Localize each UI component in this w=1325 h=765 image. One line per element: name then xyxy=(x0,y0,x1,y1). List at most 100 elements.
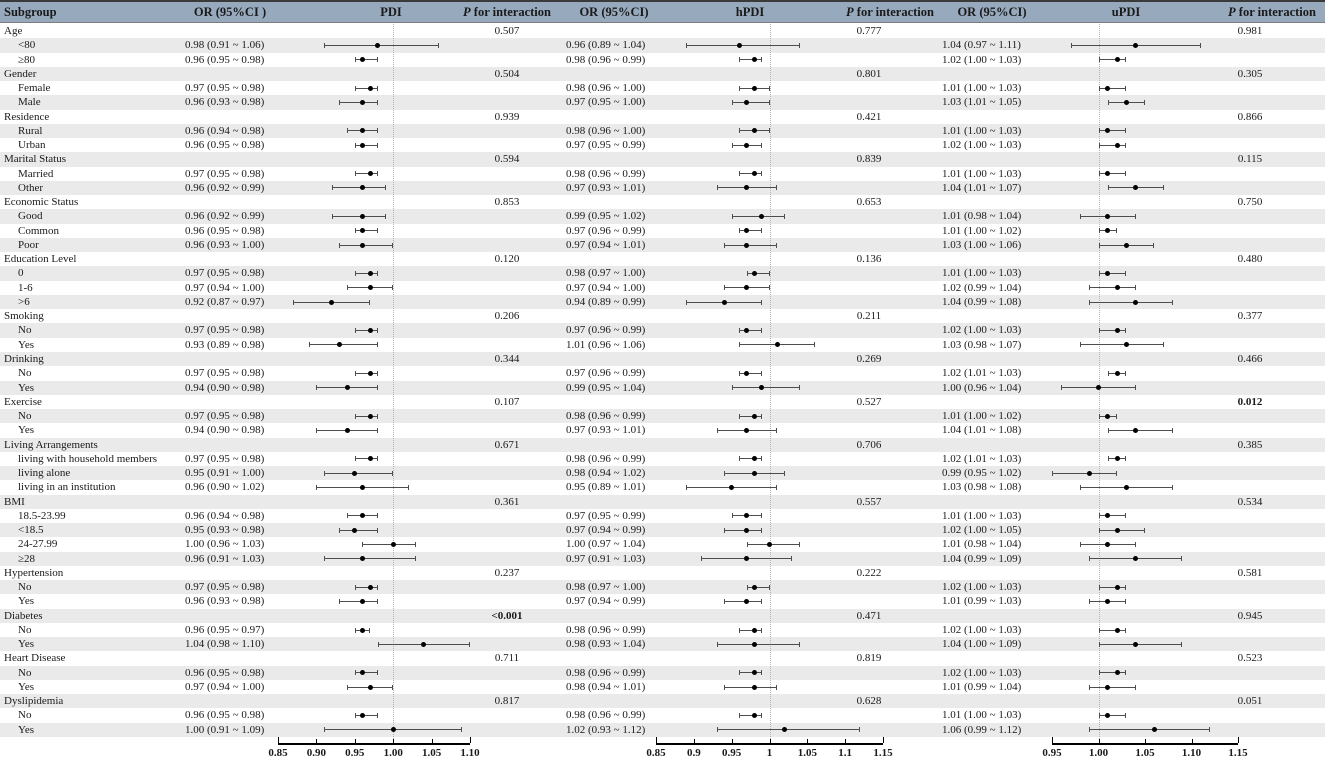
ci-cap xyxy=(316,484,318,490)
ci-cap xyxy=(1171,299,1173,305)
point-estimate-dot xyxy=(359,57,365,63)
p-interaction-value: 0.557 xyxy=(856,495,882,508)
ci-cap xyxy=(1125,171,1127,177)
ci-line xyxy=(354,144,378,146)
ci-cap xyxy=(1079,342,1081,348)
p-interaction-value: 0.051 xyxy=(1237,695,1263,708)
point-estimate-dot xyxy=(1105,85,1111,91)
ci-line xyxy=(1098,130,1127,132)
point-estimate-dot xyxy=(359,484,365,490)
ci-cap xyxy=(731,99,733,105)
point-estimate-dot xyxy=(359,99,365,105)
ci-cap xyxy=(1116,470,1118,476)
axis-tick xyxy=(1191,739,1193,743)
ci-line xyxy=(731,387,800,389)
p-interaction-value: 0.534 xyxy=(1237,495,1263,508)
or-ci-value: 1.01 (0.99 ~ 1.03) xyxy=(942,595,1022,608)
or-ci-value: 0.97 (0.95 ~ 0.99) xyxy=(566,139,646,152)
point-estimate-dot xyxy=(1123,242,1129,248)
or-ci-value: 1.00 (0.91 ~ 1.09) xyxy=(185,723,265,736)
subgroup-item-label: Yes xyxy=(18,680,35,693)
point-estimate-dot xyxy=(729,484,735,490)
or-ci-value: 1.02 (1.00 ~ 1.03) xyxy=(942,139,1022,152)
or-ci-value: 1.00 (0.96 ~ 1.04) xyxy=(942,381,1022,394)
or-ci-value: 1.04 (1.01 ~ 1.08) xyxy=(942,424,1022,437)
subgroup-item-label: <18.5 xyxy=(18,524,44,537)
or-ci-value: 0.98 (0.96 ~ 1.00) xyxy=(566,82,646,95)
ci-cap xyxy=(392,684,394,690)
row-stripe xyxy=(0,95,1325,110)
ci-line xyxy=(1098,273,1127,275)
or-ci-value: 0.96 (0.93 ~ 0.98) xyxy=(185,96,265,109)
ci-cap xyxy=(1107,370,1109,376)
ci-cap xyxy=(461,727,463,733)
ci-cap xyxy=(760,142,762,148)
or-ci-value: 0.92 (0.87 ~ 0.97) xyxy=(185,295,265,308)
ci-cap xyxy=(1171,484,1173,490)
ci-cap xyxy=(739,370,741,376)
row-stripe xyxy=(0,152,1325,167)
point-estimate-dot xyxy=(721,299,727,305)
or-ci-value: 1.01 (1.00 ~ 1.03) xyxy=(942,267,1022,280)
ci-cap xyxy=(308,342,310,348)
ci-line xyxy=(354,586,378,588)
ci-line xyxy=(746,273,770,275)
ci-cap xyxy=(1153,242,1155,248)
col-header-hpdi: hPDI xyxy=(735,5,765,19)
point-estimate-dot xyxy=(774,342,780,348)
x-axis xyxy=(656,743,883,745)
or-ci-value: 1.04 (0.99 ~ 1.09) xyxy=(942,552,1022,565)
or-ci-value: 1.02 (1.00 ~ 1.05) xyxy=(942,524,1022,537)
or-ci-value: 0.94 (0.89 ~ 0.99) xyxy=(566,295,646,308)
point-estimate-dot xyxy=(1151,727,1157,733)
point-estimate-dot xyxy=(744,328,750,334)
point-estimate-dot xyxy=(744,185,750,191)
or-ci-value: 1.01 (0.98 ~ 1.04) xyxy=(942,210,1022,223)
point-estimate-dot xyxy=(367,370,373,376)
ci-cap xyxy=(376,427,378,433)
ci-cap xyxy=(392,242,394,248)
or-ci-value: 1.02 (1.00 ~ 1.03) xyxy=(942,324,1022,337)
p-interaction-value: 0.839 xyxy=(856,153,882,166)
ci-line xyxy=(362,543,417,545)
or-ci-value: 1.01 (1.00 ~ 1.03) xyxy=(942,82,1022,95)
ci-cap xyxy=(376,99,378,105)
point-estimate-dot xyxy=(367,456,373,462)
p-interaction-value: 0.981 xyxy=(1237,25,1263,37)
col-header-p-interaction-pdi: P for interaction xyxy=(463,5,551,19)
point-estimate-dot xyxy=(1114,527,1120,533)
p-interaction-value: 0.206 xyxy=(494,310,520,323)
axis-tick xyxy=(883,737,884,743)
row-stripe xyxy=(0,294,1325,310)
ci-cap xyxy=(798,541,800,547)
p-interaction-value: 0.421 xyxy=(856,110,882,123)
point-estimate-dot xyxy=(1133,556,1139,562)
or-ci-value: 1.03 (1.00 ~ 1.06) xyxy=(942,238,1022,251)
p-interaction-value: 0.012 xyxy=(1237,395,1263,408)
or-ci-value: 1.02 (1.00 ~ 1.03) xyxy=(942,623,1022,636)
or-ci-value: 1.01 (0.99 ~ 1.04) xyxy=(942,680,1022,693)
axis-tick xyxy=(769,739,771,743)
ci-cap xyxy=(760,456,762,462)
or-ci-value: 0.96 (0.91 ~ 1.03) xyxy=(185,552,265,565)
ci-cap xyxy=(376,527,378,533)
ci-cap xyxy=(731,142,733,148)
axis-tick xyxy=(693,739,695,743)
ci-cap xyxy=(746,271,748,277)
or-ci-value: 0.96 (0.93 ~ 1.00) xyxy=(185,238,265,251)
or-ci-value: 0.97 (0.96 ~ 0.99) xyxy=(566,224,646,237)
point-estimate-dot xyxy=(1114,285,1120,291)
ci-cap xyxy=(1125,627,1127,633)
axis-tick xyxy=(1238,737,1239,743)
ci-cap xyxy=(347,285,349,291)
ci-cap xyxy=(1134,214,1136,219)
point-estimate-dot xyxy=(359,142,365,148)
ci-cap xyxy=(731,513,733,519)
axis-tick-label: 1.15 xyxy=(1228,747,1248,759)
ci-cap xyxy=(362,541,364,547)
p-interaction-value: 0.504 xyxy=(494,67,520,80)
col-header-pdi: PDI xyxy=(380,5,402,19)
ci-cap xyxy=(376,171,378,177)
ci-cap xyxy=(760,599,762,605)
ci-cap xyxy=(324,727,326,733)
